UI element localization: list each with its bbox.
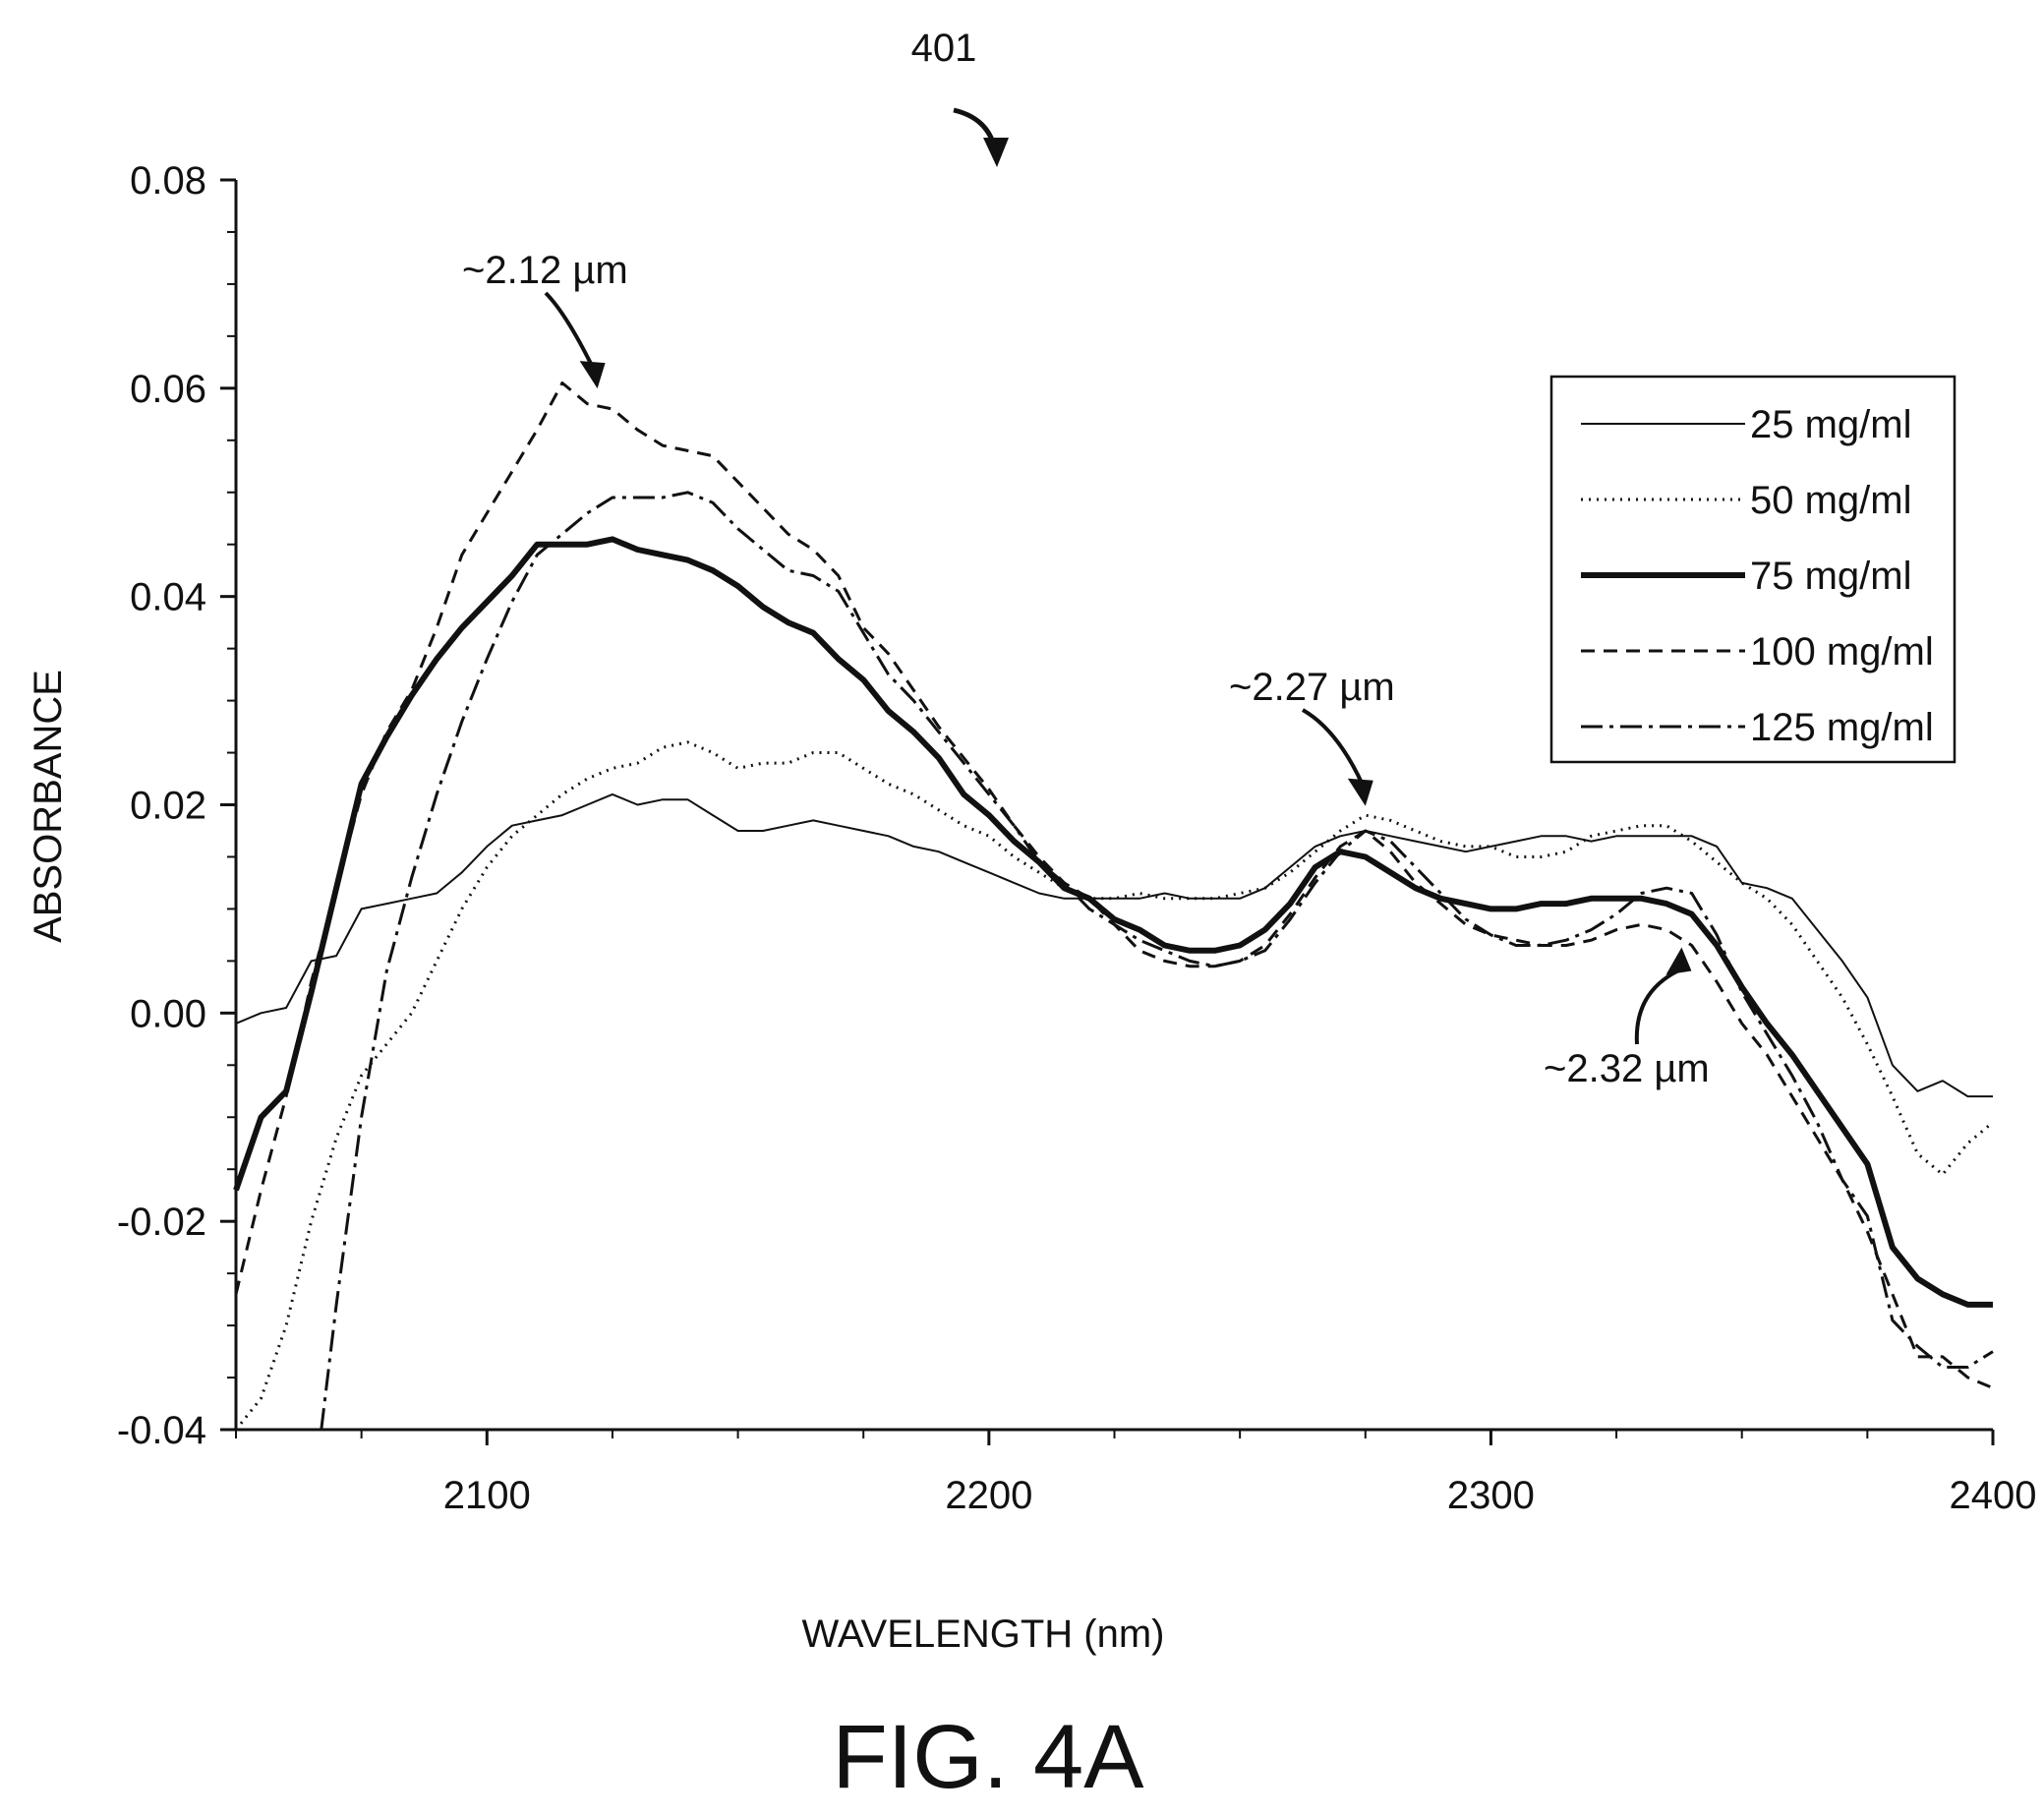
legend-label-5: 125 mg/ml <box>1750 706 1934 749</box>
y-tick-label: 0.00 <box>130 992 206 1035</box>
x-tick-label: 2300 <box>1447 1474 1535 1517</box>
annotations: ~2.12 µm ~2.27 µm ~2.32 µm <box>462 249 1710 1090</box>
y-tick-label: 0.04 <box>130 576 206 619</box>
annotation-label-3: ~2.32 µm <box>1544 1047 1710 1090</box>
legend-label-3: 75 mg/ml <box>1750 555 1912 598</box>
y-tick-label: -0.04 <box>117 1409 206 1452</box>
annotation-arrow-2 <box>1302 708 1365 786</box>
series-group <box>233 381 1994 1431</box>
series-line-1 <box>235 792 1993 1098</box>
y-tick-label: -0.02 <box>117 1201 206 1244</box>
legend-label-4: 100 mg/ml <box>1750 630 1934 674</box>
x-tick-label: 2400 <box>1950 1474 2037 1517</box>
legend: 25 mg/ml 50 mg/ml 75 mg/ml 100 mg/ml 125 mg/… <box>1549 375 1956 764</box>
legend-label-1: 25 mg/ml <box>1750 403 1912 446</box>
annotation-arrowhead-1 <box>579 361 606 389</box>
y-tick-label: 0.06 <box>130 368 206 411</box>
legend-label-2: 50 mg/ml <box>1750 479 1912 522</box>
annotation-arrow-3 <box>1634 968 1679 1045</box>
annotation-label-2: ~2.27 µm <box>1229 666 1395 709</box>
y-axis: -0.04 -0.02 0.00 0.02 0.04 0.06 0.08 <box>117 159 238 1452</box>
figure-ref-number: 401 <box>911 27 977 70</box>
series-line-3 <box>233 536 1993 1308</box>
y-tick-label: 0.08 <box>130 159 206 203</box>
series-line-5 <box>320 491 1994 1431</box>
legend-box <box>1549 375 1956 764</box>
annotation-arrowhead-3 <box>1665 947 1692 975</box>
figure-ref-arrowhead <box>983 138 1009 167</box>
series-line-2 <box>234 740 1994 1431</box>
annotation-label-1: ~2.12 µm <box>462 249 628 292</box>
x-axis: 2100 2200 2300 2400 <box>235 1428 2037 1517</box>
annotation-arrowhead-2 <box>1347 778 1373 806</box>
x-tick-label: 2200 <box>945 1474 1032 1517</box>
annotation-arrow-1 <box>544 291 594 366</box>
y-tick-label: 0.02 <box>130 785 206 828</box>
x-tick-label: 2100 <box>443 1474 531 1517</box>
figure-caption: FIG. 4A <box>833 1707 1145 1807</box>
x-axis-title: WAVELENGTH (nm) <box>802 1613 1165 1656</box>
y-axis-title: ABSORBANCE <box>27 670 70 943</box>
